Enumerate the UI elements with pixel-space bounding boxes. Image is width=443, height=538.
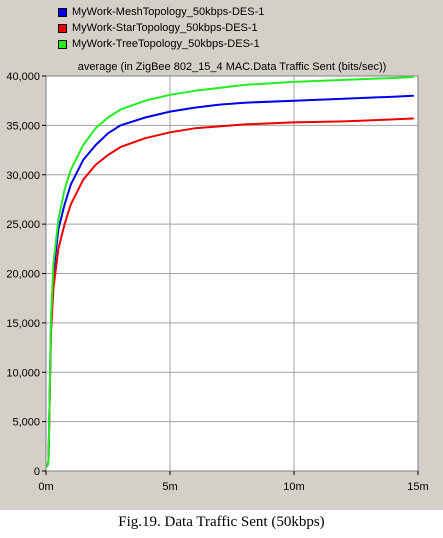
y-tick-label: 10,000 <box>6 367 40 379</box>
y-tick-label: 20,000 <box>6 269 40 281</box>
y-tick-label: 35,000 <box>6 120 40 132</box>
legend-swatch-mesh <box>58 7 67 17</box>
chart-title: average (in ZigBee 802_15_4 MAC.Data Tra… <box>78 61 387 73</box>
series-line-tree <box>46 76 414 468</box>
legend-swatch-star <box>58 23 67 33</box>
legend-item-tree: MyWork-TreeTopology_50kbps-DES-1 <box>58 36 264 52</box>
y-tick-label: 5,000 <box>12 417 40 429</box>
figure-caption: Fig.19. Data Traffic Sent (50kbps) <box>118 514 325 530</box>
y-tick-label: 40,000 <box>6 71 40 83</box>
series-line-star <box>46 117 414 468</box>
series-lines <box>46 76 414 468</box>
legend-label-tree: MyWork-TreeTopology_50kbps-DES-1 <box>72 38 260 50</box>
x-tick-label: 15m <box>407 481 428 493</box>
x-tick-label: 0m <box>38 481 53 493</box>
x-axis-ticks: 0m 5m 10m 15m <box>38 471 429 493</box>
grid-lines <box>46 76 418 471</box>
x-tick-label: 5m <box>162 481 177 493</box>
y-tick-label: 25,000 <box>6 219 40 231</box>
x-tick-label: 10m <box>283 481 304 493</box>
legend-label-star: MyWork-StarTopology_50kbps-DES-1 <box>72 22 258 34</box>
y-tick-label: 30,000 <box>6 170 40 182</box>
y-tick-label: 0 <box>34 466 40 478</box>
line-chart: average (in ZigBee 802_15_4 MAC.Data Tra… <box>6 61 429 493</box>
y-axis-ticks: 0 5,000 10,000 15,000 20,000 25,000 30,000 35,0… <box>6 71 46 478</box>
y-tick-label: 15,000 <box>6 318 40 330</box>
legend-swatch-tree <box>58 39 67 49</box>
legend-item-mesh: MyWork-MeshTopology_50kbps-DES-1 <box>58 4 264 20</box>
legend-label-mesh: MyWork-MeshTopology_50kbps-DES-1 <box>72 6 265 18</box>
legend: MyWork-MeshTopology_50kbps-DES-1 MyWork-… <box>58 4 264 52</box>
legend-item-star: MyWork-StarTopology_50kbps-DES-1 <box>58 20 264 36</box>
